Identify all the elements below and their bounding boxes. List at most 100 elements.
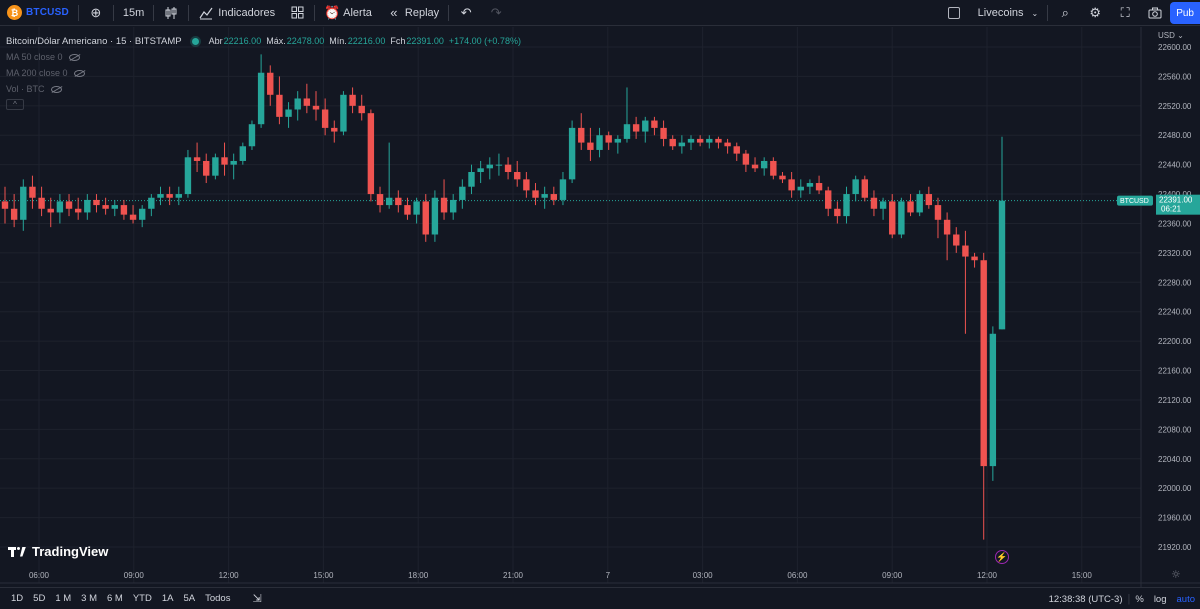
templates-button[interactable] [282,0,312,26]
settings-button[interactable]: ⚙ [1080,0,1110,26]
compare-button[interactable]: ⊕ [81,0,111,26]
eye-off-icon[interactable] [73,69,85,77]
indicators-button[interactable]: Indicadores [191,0,282,26]
symbol-search-button[interactable]: ₿ BTCUSD [0,0,76,26]
chart-type-button[interactable] [156,0,186,26]
indicator-volume[interactable]: Vol · BTC [6,81,526,97]
candle-body [614,138,622,143]
price-tick-label: 22520.00 [1158,102,1192,111]
range-button[interactable]: Todos [205,593,231,604]
log-toggle[interactable]: log [1153,593,1167,605]
candle-body [212,157,219,176]
eye-off-icon[interactable] [50,85,62,93]
redo-button[interactable]: ↷ [481,0,511,26]
candle [696,135,704,147]
candle-body [267,72,274,95]
replay-label: Replay [404,6,440,19]
candle [312,91,320,121]
range-button[interactable]: YTD [132,593,152,604]
candle-body [413,201,420,215]
indicator-ma200[interactable]: MA 200 close 0 [6,65,526,81]
candle-body [742,153,750,165]
layout-checkbox[interactable] [947,7,960,19]
time-axis[interactable]: 06:00 09:00 12:00 15:00 18:00 21:00 7 03:00 06:0… [29,571,1092,580]
redo-icon: ↷ [490,4,502,20]
replay-button[interactable]: « Replay [379,0,446,26]
candle-body [404,205,411,215]
candle [303,83,311,114]
candle [651,116,658,136]
tradingview-logo[interactable]: TradingView [8,544,108,559]
candle [395,190,402,213]
snapshot-button[interactable] [1140,0,1170,26]
candle [20,179,27,231]
price-chart[interactable]: 21920.00 21960.00 22000.00 22040.00 22080.00… [0,27,1200,587]
currency-label[interactable]: USD ⌄ [1158,31,1184,40]
candle [10,194,18,228]
candle [559,172,567,206]
candle [925,186,933,209]
candle [468,164,475,195]
candle-body [65,201,73,209]
alert-label: Alerta [343,6,372,19]
candle [879,197,887,220]
candle-body [971,256,978,261]
candle [285,102,292,128]
candle [980,252,987,540]
range-button[interactable]: 5A [183,593,196,604]
range-button[interactable]: 1D [11,593,24,604]
candle [733,142,740,161]
candle [449,194,457,220]
candle [459,179,466,209]
auto-toggle[interactable]: auto [1176,593,1196,605]
time-tick-label: 7 [606,571,611,580]
candle [74,197,82,220]
candle-body [84,199,91,213]
percent-toggle[interactable]: % [1135,593,1144,605]
candle [706,135,713,149]
quick-search-button[interactable]: ⌕ [1050,0,1080,26]
candle [797,179,804,198]
price-axis[interactable]: 21920.00 21960.00 22000.00 22040.00 22080.00… [1158,43,1192,552]
range-button[interactable]: 6 M [107,593,123,604]
high-label: Máx. [266,36,286,46]
time-tick-label: 15:00 [1072,571,1093,580]
range-button[interactable]: 5D [33,593,46,604]
indicator-ma50[interactable]: MA 50 close 0 [6,49,526,65]
candle-body [102,205,109,209]
date-range-group: 1D 5D 1 M 3 M 6 M YTD 1A 5A Todos [0,593,235,604]
candle-body [10,208,18,220]
candle-body [806,183,814,187]
candle [889,194,896,239]
bottom-right: 12:38:38 (UTC-3) | % log auto [1044,588,1200,609]
range-button[interactable]: 3 M [81,593,97,604]
interval-button[interactable]: 15m [116,0,151,26]
range-button[interactable]: 1A [161,593,174,604]
candle [852,175,859,202]
candle-body [834,208,841,217]
clock[interactable]: 12:38:38 (UTC-3) [1048,593,1123,605]
fullscreen-button[interactable]: ⛶ [1110,0,1140,26]
chart-grid [0,27,1141,583]
layout-select[interactable]: Livecoins ⌄ [941,0,1046,26]
candle-body [559,179,567,200]
candle-body [934,205,942,220]
publish-button[interactable]: Pub [1170,2,1200,24]
candle [221,142,228,176]
undo-button[interactable]: ↶ [451,0,481,26]
indicators-icon [198,5,214,21]
candle [148,194,155,217]
range-button[interactable]: 1 M [55,593,72,604]
candle-body [715,138,722,143]
goto-date-icon[interactable]: ⇲ [252,593,262,605]
candle [340,91,347,136]
eye-off-icon[interactable] [68,53,80,61]
candle-body [989,333,997,467]
alert-button[interactable]: ⏰ Alerta [317,0,379,26]
candle-body [74,208,82,213]
candle [212,153,219,180]
collapse-legend-button[interactable]: ^ [6,99,24,110]
market-open-icon [191,37,199,45]
lightning-icon[interactable]: ⚡ [995,550,1009,564]
axis-settings-icon[interactable]: ☼ [1171,568,1181,581]
